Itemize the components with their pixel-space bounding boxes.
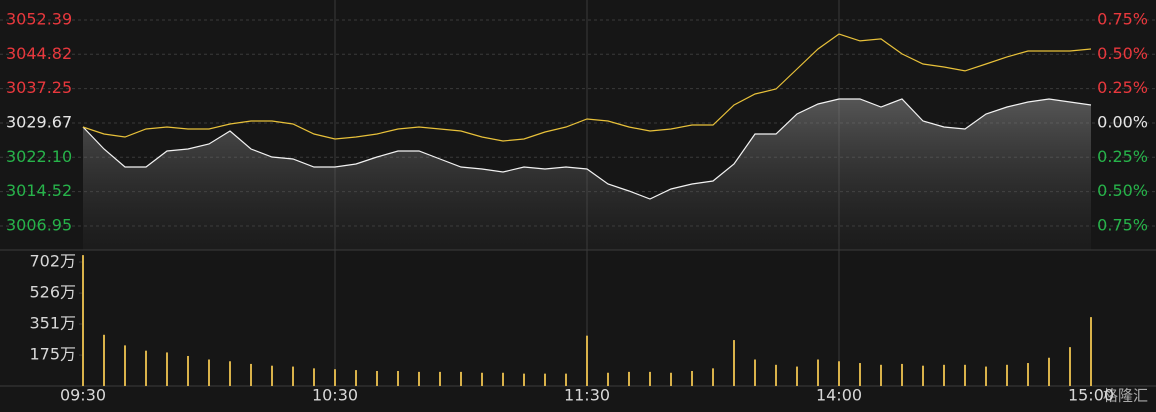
volume-bar xyxy=(1069,347,1071,386)
volume-bar xyxy=(1006,364,1008,386)
volume-bar xyxy=(1048,357,1050,386)
line-series xyxy=(82,33,1092,142)
volume-bar xyxy=(460,371,462,386)
y-tick-label: 351万 xyxy=(29,314,76,333)
volume-bar xyxy=(334,369,336,386)
line-series xyxy=(82,98,1092,200)
volume-bar xyxy=(292,366,294,386)
volume-bar xyxy=(964,364,966,386)
volume-bar xyxy=(124,345,126,386)
volume-bar xyxy=(355,370,357,386)
volume-bar xyxy=(166,352,168,386)
y2-tick-label: 0.50% xyxy=(1097,181,1148,200)
volume-bar xyxy=(103,334,105,386)
volume-bar xyxy=(649,371,651,386)
volume-bar xyxy=(229,361,231,386)
volume-bar xyxy=(775,364,777,386)
volume-bar xyxy=(439,371,441,386)
volume-bar xyxy=(1090,317,1092,386)
volume-bar xyxy=(208,359,210,386)
volume-bar xyxy=(565,373,567,386)
x-tick-label: 15:00 xyxy=(1068,386,1114,405)
price-area xyxy=(83,99,1091,250)
volume-bar xyxy=(523,373,525,386)
volume-bar xyxy=(145,350,147,386)
y-tick-label: 3044.82 xyxy=(6,44,72,63)
volume-bar xyxy=(481,372,483,386)
volume-bar xyxy=(313,368,315,386)
volume-bar xyxy=(985,366,987,386)
x-tick-label: 11:30 xyxy=(564,386,610,405)
y2-tick-label: 0.50% xyxy=(1097,44,1148,63)
volume-bar xyxy=(250,363,252,386)
volume-bar xyxy=(376,370,378,386)
volume-bar xyxy=(733,340,735,386)
volume-bar xyxy=(502,372,504,386)
x-tick-label: 09:30 xyxy=(60,386,106,405)
volume-bar xyxy=(271,365,273,386)
y2-tick-label: 0.75% xyxy=(1097,9,1148,28)
volume-bar xyxy=(691,370,693,386)
x-tick-label: 14:00 xyxy=(816,386,862,405)
volume-bar xyxy=(607,372,609,386)
y-tick-label: 3052.39 xyxy=(6,9,72,28)
y-tick-label: 3006.95 xyxy=(6,215,72,234)
volume-bar xyxy=(187,355,189,386)
watermark: 格隆汇 xyxy=(1103,387,1148,405)
y-tick-label: 3014.52 xyxy=(6,181,72,200)
y2-tick-label: 0.75% xyxy=(1097,215,1148,234)
volume-bar xyxy=(880,364,882,386)
x-tick-label: 10:30 xyxy=(312,386,358,405)
volume-bar xyxy=(754,359,756,386)
volume-bar xyxy=(838,361,840,386)
volume-bar xyxy=(901,363,903,386)
y2-tick-label: 0.25% xyxy=(1097,78,1148,97)
volume-bar xyxy=(544,373,546,386)
volume-bar xyxy=(712,368,714,386)
y2-tick-label: 0.00% xyxy=(1097,112,1148,131)
volume-bar xyxy=(628,371,630,386)
volume-bar xyxy=(796,366,798,386)
volume-bar xyxy=(817,359,819,386)
y-tick-label: 175万 xyxy=(29,345,76,364)
y-tick-label: 526万 xyxy=(29,283,76,302)
y-tick-label: 3029.67 xyxy=(6,112,72,131)
volume-bar xyxy=(1027,363,1029,386)
volume-bar xyxy=(82,255,84,386)
y2-tick-label: 0.25% xyxy=(1097,147,1148,166)
volume-bar xyxy=(418,371,420,386)
y-tick-label: 3022.10 xyxy=(6,147,72,166)
volume-bar xyxy=(922,365,924,386)
volume-bar xyxy=(670,372,672,386)
volume-bar xyxy=(397,370,399,386)
volume-bar xyxy=(859,363,861,386)
volume-bar xyxy=(943,364,945,386)
y-tick-label: 702万 xyxy=(29,252,76,271)
y-tick-label: 3037.25 xyxy=(6,78,72,97)
volume-bar xyxy=(586,335,588,386)
